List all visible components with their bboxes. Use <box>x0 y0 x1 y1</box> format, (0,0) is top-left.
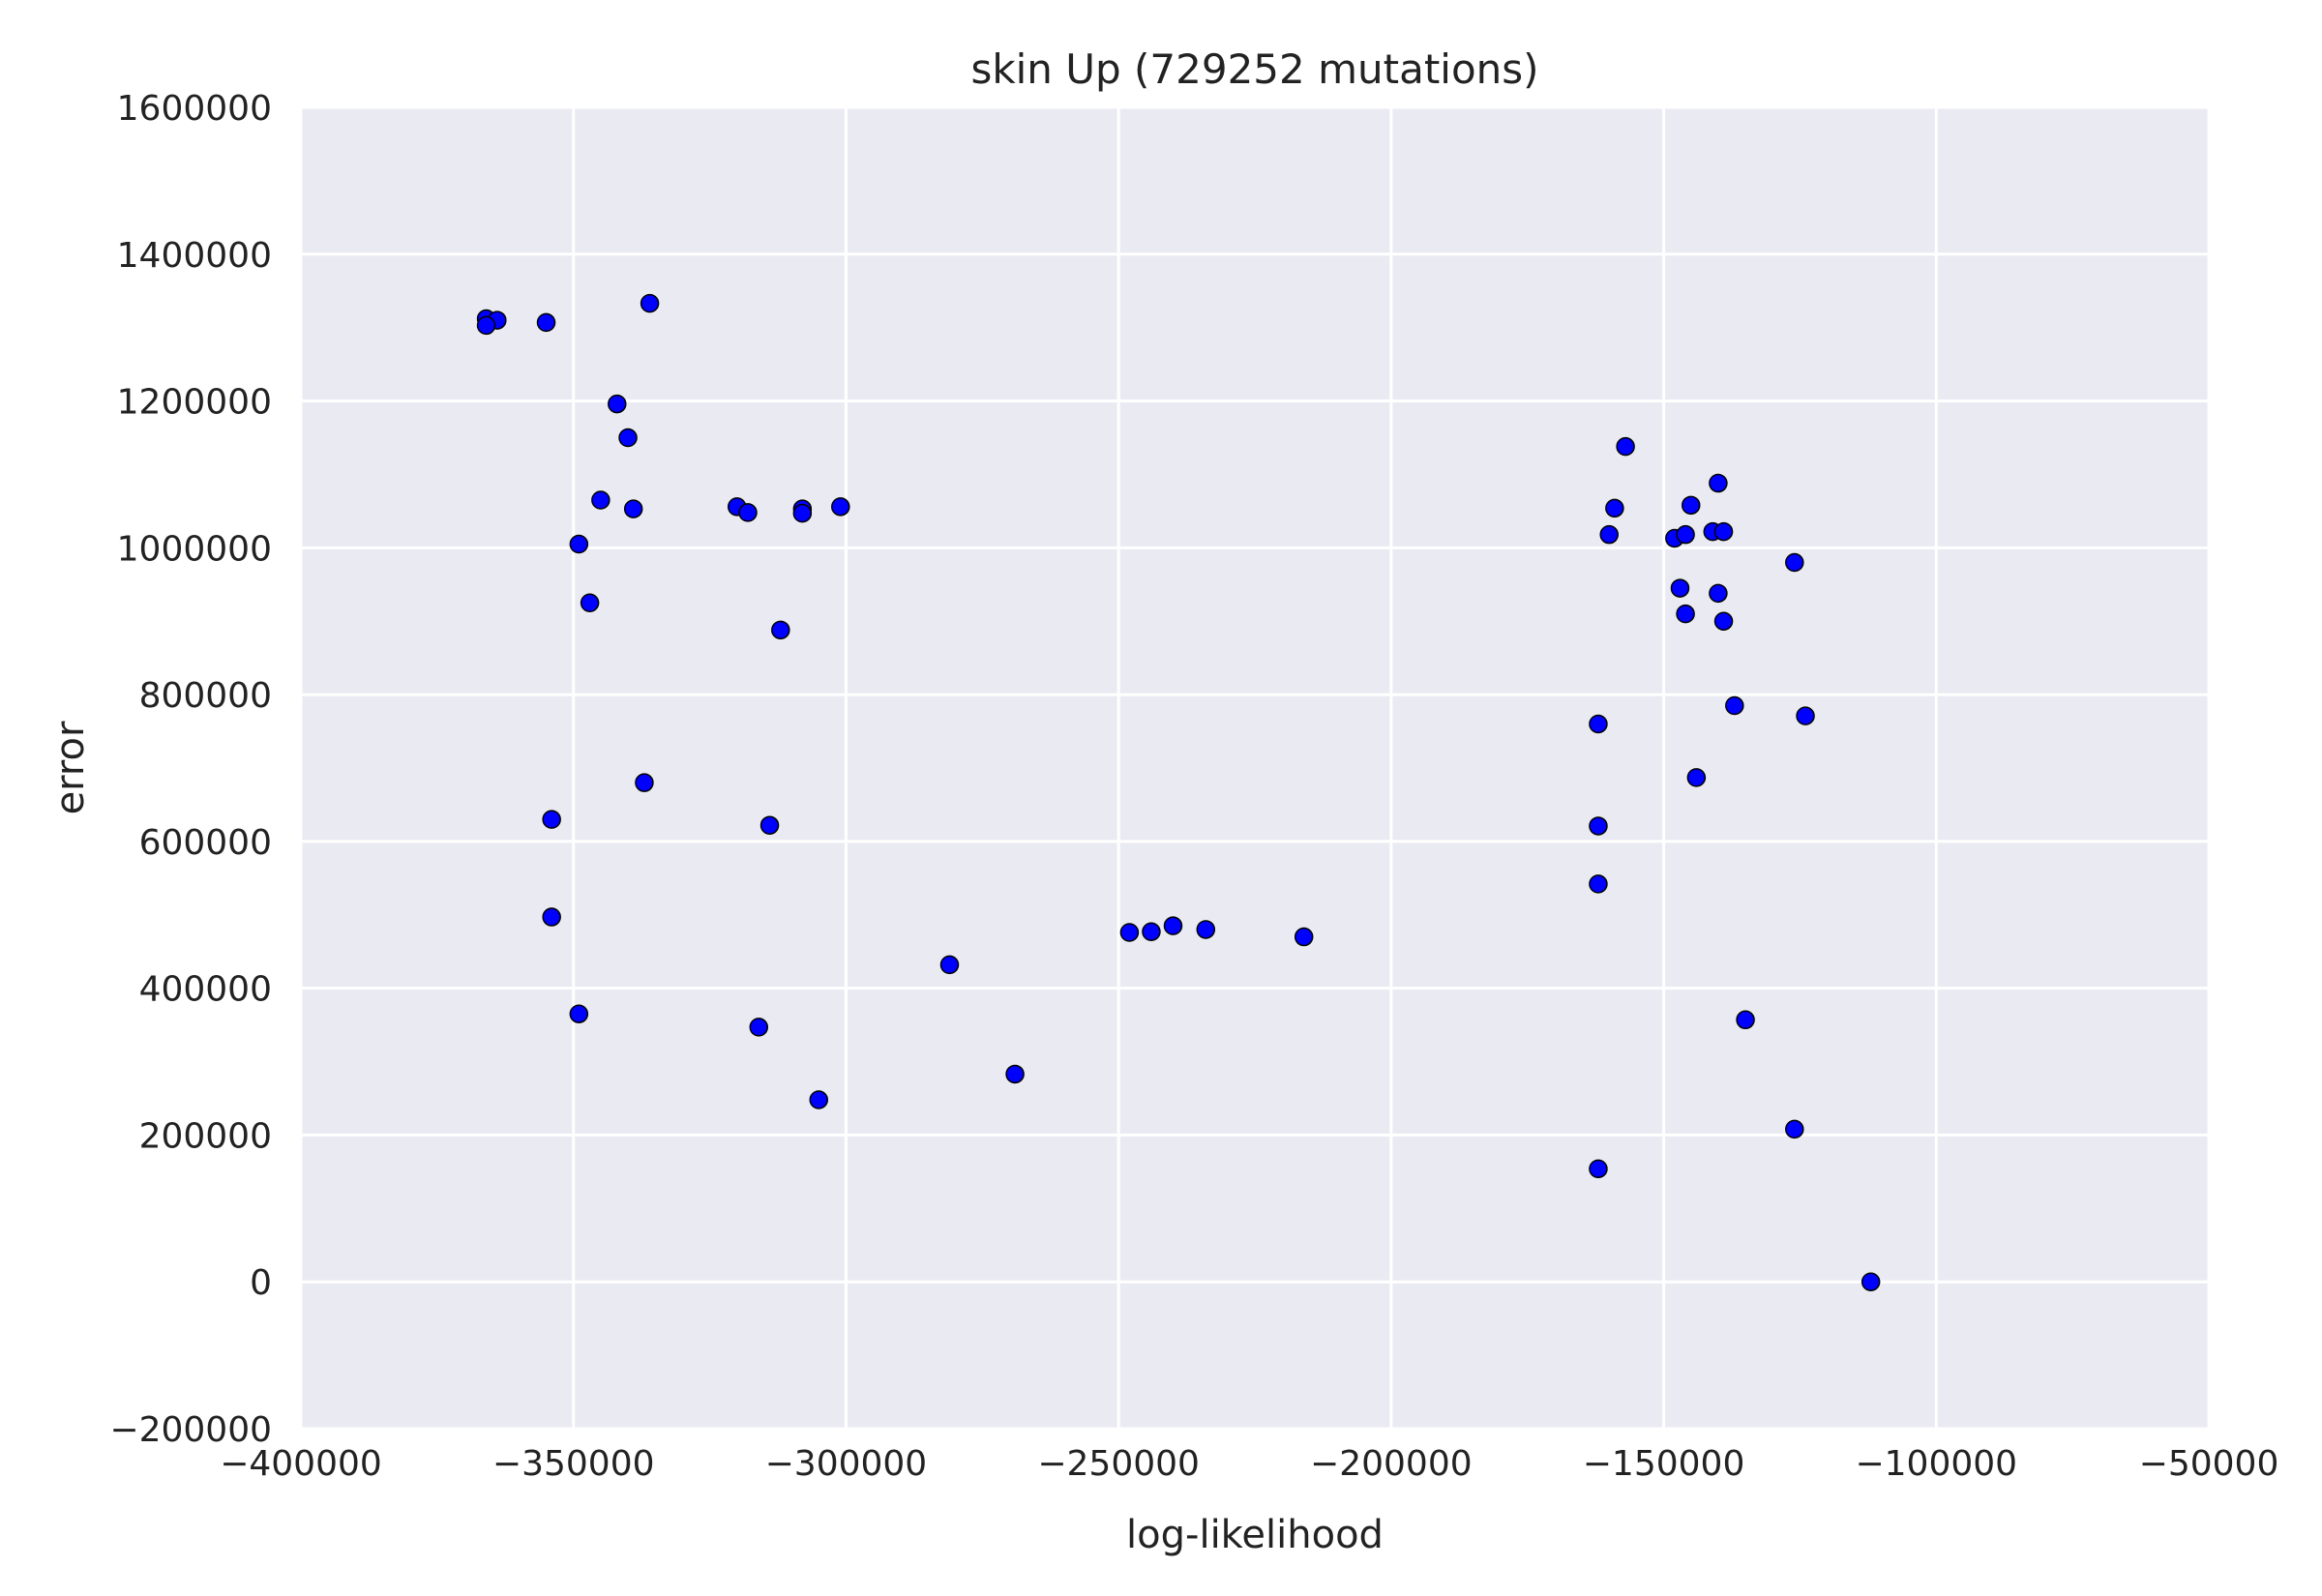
data-point <box>1589 714 1608 734</box>
data-point <box>1785 552 1804 573</box>
plot-area <box>301 107 2209 1429</box>
data-point <box>1676 604 1695 624</box>
data-point <box>1709 583 1728 604</box>
data-point <box>623 499 643 518</box>
data-point <box>1676 524 1695 545</box>
x-tick-label: −250000 <box>1037 1444 1200 1484</box>
data-point <box>608 394 627 414</box>
data-point <box>1713 521 1734 542</box>
y-tick-label: 800000 <box>139 676 272 716</box>
data-point <box>1142 922 1161 941</box>
data-point <box>635 773 654 792</box>
data-point <box>1605 498 1624 518</box>
y-axis-label: error <box>48 721 93 814</box>
data-point <box>1796 706 1815 725</box>
y-tick-label: 600000 <box>139 823 272 863</box>
x-axis-label: log-likelihood <box>1126 1513 1384 1557</box>
data-point <box>749 1018 769 1037</box>
y-tick-label: −200000 <box>109 1410 272 1450</box>
y-tick-label: 1600000 <box>117 89 272 129</box>
data-point <box>640 293 660 313</box>
data-point <box>1589 1159 1608 1179</box>
data-point <box>759 815 780 835</box>
data-point <box>1589 874 1608 894</box>
data-point <box>1670 578 1690 598</box>
data-point <box>1119 923 1140 942</box>
x-tick-labels: −400000 −350000 −300000 −250000 −200000 −1500… <box>220 1444 2278 1484</box>
data-point <box>1589 816 1608 836</box>
y-tick-labels: −200000 0 200000 400000 600000 800000 1000000 1… <box>109 89 272 1450</box>
data-point <box>738 503 758 522</box>
data-point <box>1005 1064 1025 1084</box>
data-point <box>1686 768 1707 787</box>
data-point <box>1599 524 1619 545</box>
y-tick-label: 1000000 <box>117 529 272 569</box>
data-point <box>809 1090 829 1109</box>
data-points <box>476 293 1881 1291</box>
data-point <box>1725 695 1744 716</box>
data-point <box>939 955 960 975</box>
x-tick-label: −200000 <box>1310 1444 1473 1484</box>
y-tick-label: 0 <box>250 1263 272 1303</box>
chart-title: skin Up (729252 mutations) <box>970 45 1538 93</box>
data-point <box>591 490 610 510</box>
y-tick-label: 200000 <box>139 1116 272 1156</box>
data-point <box>1713 611 1734 631</box>
data-point <box>1163 916 1183 935</box>
data-point <box>476 315 496 336</box>
data-point <box>536 312 556 333</box>
data-point <box>1616 436 1635 457</box>
y-tick-label: 400000 <box>139 970 272 1010</box>
x-tick-label: −150000 <box>1583 1444 1745 1484</box>
data-point <box>580 593 600 612</box>
x-tick-label: −350000 <box>492 1444 655 1484</box>
x-tick-label: −50000 <box>2139 1444 2279 1484</box>
data-point <box>542 907 561 927</box>
data-point <box>542 810 561 829</box>
data-point <box>1681 495 1701 516</box>
y-tick-label: 1400000 <box>117 236 272 276</box>
x-tick-label: −400000 <box>220 1444 382 1484</box>
data-point <box>569 534 589 554</box>
data-point <box>1196 920 1216 939</box>
grid <box>299 105 2211 1431</box>
data-point <box>1709 473 1728 493</box>
data-point <box>831 497 850 517</box>
data-point <box>1736 1010 1755 1030</box>
data-point <box>618 428 638 448</box>
data-point <box>1861 1272 1881 1291</box>
data-point <box>1294 927 1314 947</box>
data-point <box>771 620 790 640</box>
data-point <box>792 503 813 523</box>
x-tick-label: −100000 <box>1855 1444 2017 1484</box>
data-point <box>569 1004 589 1023</box>
x-tick-label: −300000 <box>765 1444 928 1484</box>
y-tick-label: 1200000 <box>117 383 272 423</box>
data-point <box>1785 1119 1804 1139</box>
